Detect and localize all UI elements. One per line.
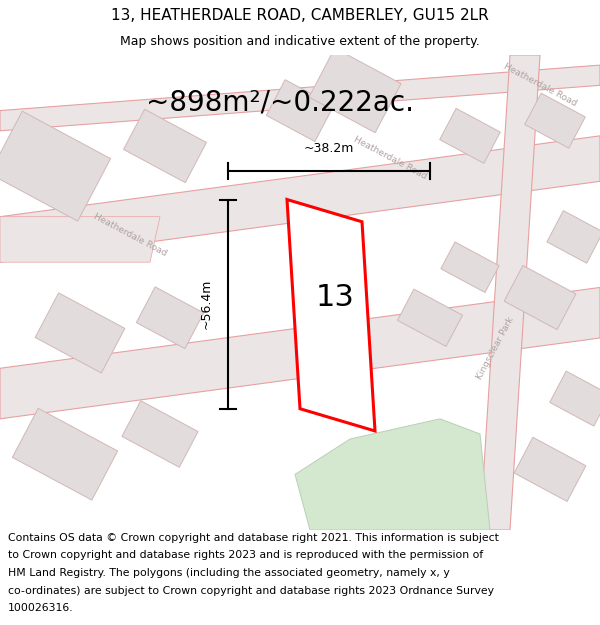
Text: Map shows position and indicative extent of the property.: Map shows position and indicative extent…: [120, 35, 480, 48]
Text: ~898m²/~0.222ac.: ~898m²/~0.222ac.: [146, 89, 414, 116]
Polygon shape: [13, 408, 118, 500]
Polygon shape: [0, 217, 160, 262]
Text: Kingsclear Park: Kingsclear Park: [475, 315, 515, 381]
Polygon shape: [35, 293, 125, 373]
Polygon shape: [440, 108, 500, 163]
Polygon shape: [266, 80, 334, 141]
Polygon shape: [480, 55, 540, 530]
Text: to Crown copyright and database rights 2023 and is reproduced with the permissio: to Crown copyright and database rights 2…: [8, 551, 483, 561]
Polygon shape: [398, 289, 463, 346]
Polygon shape: [124, 109, 206, 182]
Text: Heatherdale Road: Heatherdale Road: [352, 135, 428, 181]
Polygon shape: [0, 111, 110, 221]
Text: Heatherdale Road: Heatherdale Road: [92, 212, 168, 258]
Polygon shape: [441, 242, 499, 292]
Polygon shape: [287, 199, 375, 431]
Polygon shape: [525, 93, 585, 148]
Polygon shape: [122, 401, 198, 468]
Polygon shape: [504, 266, 576, 329]
Text: HM Land Registry. The polygons (including the associated geometry, namely x, y: HM Land Registry. The polygons (includin…: [8, 568, 450, 578]
Text: ~56.4m: ~56.4m: [199, 279, 212, 329]
Text: Heatherdale Road: Heatherdale Road: [502, 62, 578, 108]
Text: 13, HEATHERDALE ROAD, CAMBERLEY, GU15 2LR: 13, HEATHERDALE ROAD, CAMBERLEY, GU15 2L…: [111, 8, 489, 23]
Polygon shape: [0, 288, 600, 419]
Text: Contains OS data © Crown copyright and database right 2021. This information is : Contains OS data © Crown copyright and d…: [8, 533, 499, 543]
Text: 100026316.: 100026316.: [8, 603, 74, 613]
Text: 13: 13: [316, 283, 355, 312]
Polygon shape: [514, 438, 586, 501]
Polygon shape: [295, 419, 490, 530]
Polygon shape: [0, 136, 600, 262]
Polygon shape: [0, 65, 600, 131]
Polygon shape: [550, 371, 600, 426]
Polygon shape: [136, 287, 203, 349]
Text: co-ordinates) are subject to Crown copyright and database rights 2023 Ordnance S: co-ordinates) are subject to Crown copyr…: [8, 586, 494, 596]
Polygon shape: [547, 211, 600, 263]
Polygon shape: [309, 48, 401, 132]
Text: ~38.2m: ~38.2m: [304, 142, 354, 156]
